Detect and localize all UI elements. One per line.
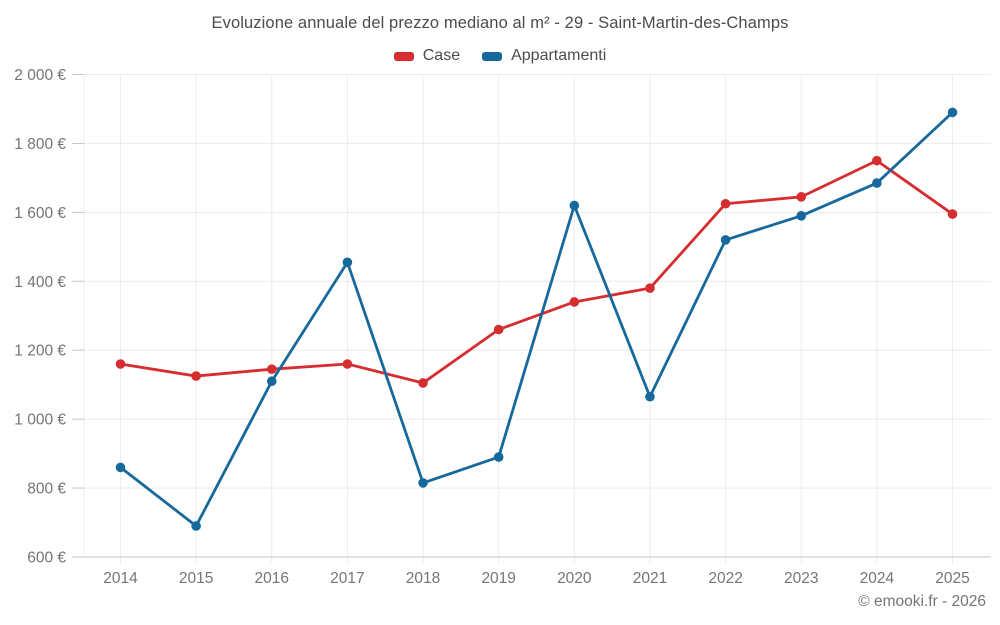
y-tick-label: 600 € [27, 550, 66, 567]
y-tick-label: 2 000 € [14, 67, 66, 84]
appartamenti-series-swatch [482, 51, 503, 61]
appartamenti-point[interactable] [418, 478, 428, 488]
case-point[interactable] [191, 371, 201, 381]
x-tick-label: 2020 [557, 570, 592, 587]
x-tick-label: 2022 [708, 570, 742, 587]
case-point[interactable] [872, 155, 882, 166]
chart-title: Evoluzione annuale del prezzo mediano al… [211, 14, 789, 32]
x-tick-label: 2021 [633, 570, 667, 587]
legend-item-case[interactable]: Case [393, 47, 461, 65]
case-point[interactable] [493, 324, 504, 335]
case-point[interactable] [342, 359, 353, 369]
appartamenti-point[interactable] [493, 452, 504, 462]
appartamenti-point[interactable] [266, 376, 277, 387]
appartamenti-point[interactable] [947, 107, 958, 118]
case-point[interactable] [266, 364, 277, 374]
appartamenti-point[interactable] [872, 178, 882, 188]
x-tick-label: 2025 [935, 570, 969, 587]
x-tick-label: 2014 [103, 570, 138, 587]
chart-legend: Case Appartamenti [0, 47, 1000, 65]
case-point[interactable] [720, 198, 731, 209]
case-point[interactable] [418, 378, 428, 388]
y-tick-label: 1 600 € [14, 205, 66, 222]
y-tick-label: 1 200 € [14, 343, 66, 360]
case-point[interactable] [569, 297, 580, 307]
case-series-swatch [393, 51, 414, 61]
appartamenti-point[interactable] [569, 200, 580, 211]
appartamenti-line [119, 111, 954, 528]
x-tick-label: 2019 [481, 570, 515, 587]
case-point[interactable] [947, 209, 958, 219]
case-line [119, 159, 954, 385]
x-tick-label: 2015 [179, 570, 213, 587]
appartamenti-point[interactable] [191, 521, 201, 531]
legend-label-appartamenti: Appartamenti [511, 47, 607, 64]
y-tick-label: 1 400 € [14, 274, 66, 291]
legend-item-appartamenti[interactable]: Appartamenti [482, 47, 606, 65]
y-tick-label: 1 800 € [14, 136, 66, 153]
x-tick-label: 2017 [330, 570, 364, 587]
x-tick-label: 2024 [860, 570, 895, 587]
x-tick-label: 2023 [784, 570, 818, 587]
appartamenti-point[interactable] [115, 462, 126, 473]
case-point[interactable] [115, 359, 126, 369]
x-tick-label: 2016 [255, 570, 289, 587]
y-tick-label: 800 € [27, 481, 66, 498]
case-point[interactable] [645, 283, 655, 293]
case-point[interactable] [796, 192, 807, 202]
appartamenti-point[interactable] [796, 211, 807, 221]
legend-label-case: Case [422, 47, 461, 64]
appartamenti-point[interactable] [720, 235, 731, 245]
appartamenti-point[interactable] [645, 391, 655, 402]
y-tick-label: 1 000 € [14, 412, 66, 429]
copyright-text: © emooki.fr - 2026 [858, 593, 986, 610]
x-tick-label: 2018 [406, 570, 440, 587]
appartamenti-point[interactable] [342, 257, 353, 268]
